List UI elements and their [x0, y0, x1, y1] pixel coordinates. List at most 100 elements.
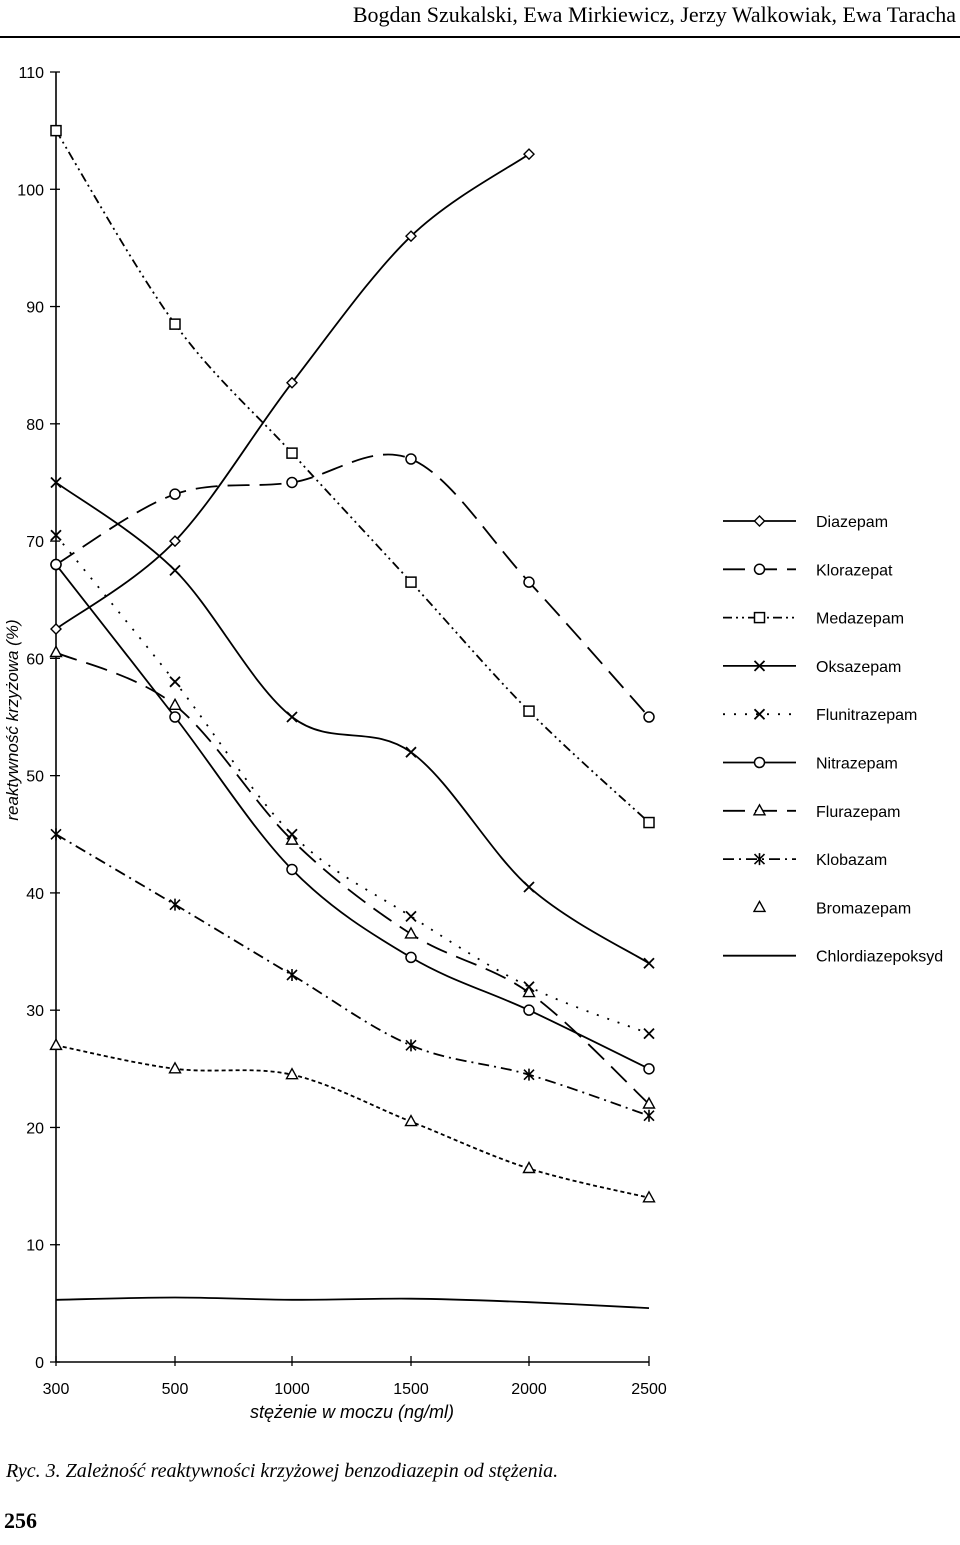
- data-point-klorazepat: [405, 453, 417, 465]
- legend-label-chlordiazepoksyd: Chlordiazepoksyd: [816, 949, 943, 966]
- legend-label-flurazepam: Flurazepam: [816, 804, 900, 821]
- data-point-oksazepam: [405, 746, 417, 758]
- data-point-klorazepat: [169, 488, 181, 500]
- page-number: 256: [4, 1508, 37, 1533]
- cross-reactivity-chart: 0 10 20 30 40 50 60 70 80 90 100 110 300 500 1000 1500 2…: [3, 65, 943, 1422]
- figure-caption: Ryc. 3. Zależność reaktywności krzyżowej…: [6, 1460, 559, 1482]
- legend-label-oksazepam: Oksazepam: [816, 659, 901, 676]
- legend-marker-flurazepam: [752, 803, 767, 816]
- data-point-diazepam: [169, 535, 181, 548]
- series-line-oksazepam: [55, 481, 650, 965]
- data-point-oksazepam: [169, 564, 181, 577]
- data-point-nitrazepam: [50, 558, 62, 571]
- data-point-klobazam: [286, 969, 298, 981]
- legend-marker-diazepam: [753, 515, 766, 527]
- data-point-flunitrazepam: [50, 529, 62, 541]
- data-point-oksazepam: [643, 957, 655, 969]
- data-point-medazepam: [169, 318, 181, 330]
- y-tick-label: 30: [26, 1003, 44, 1020]
- data-point-bromazepam: [49, 1037, 63, 1051]
- series-line-medazepam: [55, 130, 650, 824]
- y-tick-label: 110: [18, 65, 44, 82]
- axes: 0 10 20 30 40 50 60 70 80 90 100 110 300 500 1000 1500 2…: [17, 65, 667, 1398]
- series-line-bromazepam: [55, 1044, 650, 1199]
- data-point-flurazepam: [285, 832, 299, 845]
- y-tick-label: 90: [26, 300, 44, 317]
- data-point-oksazepam: [286, 711, 298, 723]
- legend-marker-medazepam: [753, 611, 766, 624]
- legend-marker-bromazepam: [752, 899, 767, 913]
- legend-marker-klorazepat: [753, 563, 766, 576]
- x-tick-label: 2000: [511, 1381, 547, 1398]
- data-point-bromazepam: [642, 1190, 656, 1203]
- data-point-medazepam: [405, 576, 417, 588]
- header-rule: [0, 36, 960, 38]
- data-point-klobazam: [643, 1109, 655, 1122]
- legend-marker-oksazepam: [753, 660, 766, 672]
- data-point-medazepam: [523, 705, 535, 717]
- data-point-medazepam: [286, 447, 298, 459]
- y-tick-label: 40: [26, 886, 44, 903]
- data-point-flurazepam: [522, 985, 536, 998]
- legend-label-medazepam: Medazepam: [816, 611, 904, 628]
- legend-label-nitrazepam: Nitrazepam: [816, 756, 898, 773]
- x-tick-label: 500: [162, 1381, 189, 1398]
- data-point-flunitrazepam: [405, 910, 417, 923]
- data-point-bromazepam: [522, 1161, 536, 1174]
- data-point-klorazepat: [643, 711, 655, 723]
- series-line-diazepam: [55, 153, 530, 630]
- legend-marker-flunitrazepam: [753, 708, 766, 720]
- data-point-oksazepam: [523, 881, 535, 893]
- data-point-diazepam: [523, 148, 535, 161]
- data-point-klobazam: [405, 1039, 417, 1052]
- y-tick-label: 50: [26, 769, 44, 786]
- data-point-nitrazepam: [643, 1063, 655, 1075]
- data-point-klobazam: [169, 898, 181, 911]
- data-point-nitrazepam: [169, 711, 181, 723]
- data-point-diazepam: [405, 230, 417, 243]
- page-header-authors: Bogdan Szukalski, Ewa Mirkiewicz, Jerzy …: [352, 2, 956, 27]
- data-point-oksazepam: [50, 476, 62, 489]
- legend-label-klobazam: Klobazam: [816, 852, 887, 869]
- data-point-diazepam: [286, 376, 298, 389]
- series-markers: [49, 124, 656, 1203]
- legend: Diazepam Klorazepat Medazepam Oksazepam Flun…: [723, 514, 943, 966]
- data-point-bromazepam: [404, 1114, 418, 1127]
- data-point-nitrazepam: [523, 1004, 535, 1016]
- data-point-klorazepat: [286, 476, 298, 489]
- data-point-klobazam: [523, 1068, 535, 1081]
- y-tick-label: 60: [26, 651, 44, 668]
- y-tick-label: 70: [26, 534, 44, 551]
- y-axis-label: reaktywność krzyżowa (%): [3, 619, 22, 820]
- data-point-nitrazepam: [286, 863, 298, 876]
- data-point-bromazepam: [168, 1061, 182, 1074]
- legend-label-diazepam: Diazepam: [816, 514, 888, 531]
- y-tick-label: 20: [26, 1120, 44, 1137]
- data-point-nitrazepam: [405, 951, 417, 964]
- x-tick-label: 300: [43, 1381, 70, 1398]
- data-point-flurazepam: [642, 1096, 656, 1109]
- data-point-medazepam: [643, 816, 655, 829]
- data-point-flunitrazepam: [169, 676, 181, 688]
- data-point-flurazepam: [168, 697, 182, 710]
- series-line-chlordiazepoksyd: [55, 1296, 650, 1309]
- y-tick-label: 100: [17, 182, 44, 199]
- data-point-medazepam: [50, 124, 62, 137]
- x-tick-label: 2500: [631, 1381, 667, 1398]
- legend-label-flunitrazepam: Flunitrazepam: [816, 707, 917, 724]
- legend-marker-nitrazepam: [753, 756, 766, 769]
- series-line-klobazam: [55, 833, 650, 1117]
- data-point-diazepam: [50, 623, 62, 636]
- series-line-flurazepam: [55, 651, 650, 1105]
- x-axis-label: stężenie w moczu (ng/ml): [250, 1402, 454, 1422]
- data-point-flunitrazepam: [643, 1028, 655, 1040]
- series-line-klorazepat: [55, 453, 650, 718]
- data-point-bromazepam: [285, 1067, 299, 1080]
- series-line-nitrazepam: [55, 563, 650, 1070]
- series-lines: [55, 130, 650, 1309]
- data-point-flurazepam: [404, 926, 418, 939]
- data-point-klorazepat: [523, 576, 535, 588]
- legend-label-klorazepat: Klorazepat: [816, 562, 893, 579]
- series-line-flunitrazepam: [55, 534, 650, 1035]
- x-tick-label: 1500: [393, 1381, 429, 1398]
